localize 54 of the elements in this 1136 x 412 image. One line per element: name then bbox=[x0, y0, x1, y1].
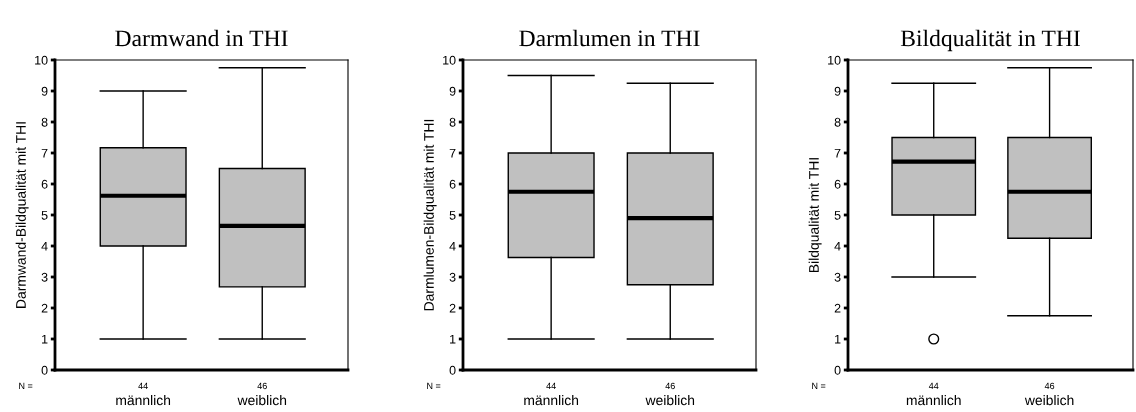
y-tick-label: 7 bbox=[41, 148, 48, 158]
y-axis-title: Darmlumen-Bildqualität mit THI bbox=[423, 119, 437, 311]
y-tick-label: 5 bbox=[449, 210, 456, 220]
y-tick-label: 4 bbox=[834, 241, 841, 251]
y-tick-label: 2 bbox=[449, 303, 456, 313]
y-tick-label: 0 bbox=[41, 365, 48, 375]
y-tick-label: 6 bbox=[41, 179, 48, 189]
text: 46 bbox=[257, 382, 267, 390]
y-tick-label: 8 bbox=[449, 117, 456, 127]
y-tick-label: 6 bbox=[834, 179, 841, 189]
y-tick-label: 8 bbox=[834, 117, 841, 127]
chart-title: Bildqualität in THI bbox=[900, 29, 1080, 52]
x-tick-label: männlich bbox=[116, 395, 171, 406]
y-tick-label: 10 bbox=[35, 55, 48, 65]
x-tick-label: männlich bbox=[524, 395, 579, 406]
text: 44 bbox=[928, 382, 939, 390]
y-tick-label: 5 bbox=[834, 210, 841, 220]
y-axis-title: Darmwand-Bildqualität mit THI bbox=[15, 122, 29, 308]
x-tick-label: weiblich bbox=[1024, 395, 1074, 406]
y-tick-label: 6 bbox=[449, 179, 456, 189]
y-tick-label: 0 bbox=[834, 365, 841, 375]
text: 44 bbox=[546, 382, 556, 390]
y-axis-title: Bildqualität mit THI bbox=[808, 158, 822, 273]
y-tick-label: 8 bbox=[41, 117, 48, 127]
y-tick-label: 10 bbox=[828, 55, 841, 65]
text: 46 bbox=[665, 382, 675, 390]
y-tick-label: 0 bbox=[449, 365, 456, 375]
y-tick-label: 10 bbox=[443, 55, 456, 65]
y-tick-label: 7 bbox=[834, 148, 841, 158]
y-tick-label: 9 bbox=[449, 86, 456, 96]
text: N = bbox=[812, 382, 826, 390]
y-tick-label: 9 bbox=[41, 86, 48, 96]
y-tick-label: 1 bbox=[835, 334, 841, 344]
chart-title: Darmlumen in THI bbox=[519, 29, 700, 47]
y-tick-label: 7 bbox=[449, 148, 456, 158]
y-tick-label: 4 bbox=[449, 241, 456, 251]
text: 44 bbox=[138, 382, 148, 390]
chart-title: Darmwand in THI bbox=[115, 29, 288, 47]
y-tick-label: 2 bbox=[834, 303, 841, 313]
y-tick-label: 1 bbox=[42, 334, 48, 344]
text: N = bbox=[19, 382, 33, 390]
text: 46 bbox=[1044, 382, 1055, 390]
y-tick-label: 5 bbox=[41, 210, 48, 220]
y-tick-label: 3 bbox=[834, 272, 841, 282]
y-tick-label: 1 bbox=[450, 334, 456, 344]
y-tick-label: 4 bbox=[41, 241, 48, 251]
y-tick-label: 2 bbox=[41, 303, 48, 313]
text: N = bbox=[427, 382, 441, 390]
x-tick-label: männlich bbox=[906, 395, 961, 406]
x-tick-label: weiblich bbox=[645, 395, 695, 406]
y-tick-label: 3 bbox=[41, 272, 48, 282]
y-tick-label: 9 bbox=[834, 86, 841, 96]
y-tick-label: 3 bbox=[449, 272, 456, 282]
x-tick-label: weiblich bbox=[237, 395, 287, 406]
